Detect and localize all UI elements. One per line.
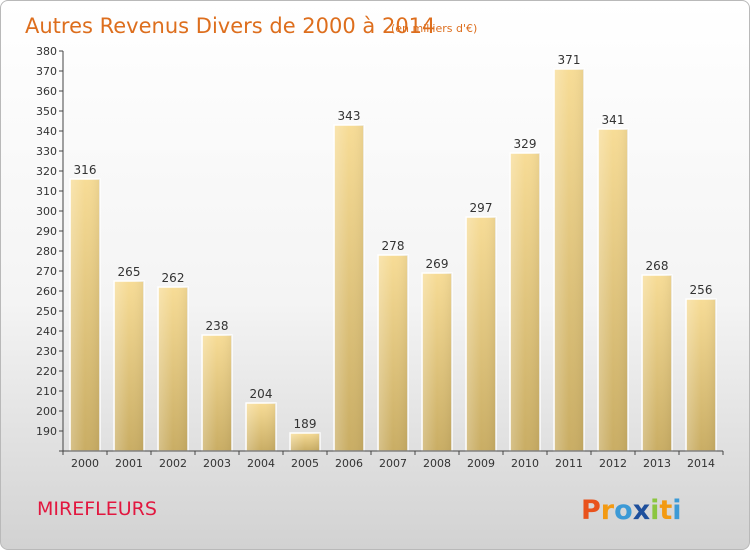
- x-axis: 2000 2001 2002 2003 2004 2005 2006 2007 2008 2009…: [62, 450, 724, 470]
- x-tick-label: 2014: [687, 457, 715, 470]
- bar-shade-2005: [290, 433, 320, 451]
- chart-title: Autres Revenus Divers de 2000 à 2014: [25, 14, 435, 38]
- y-tick-label: 350: [36, 105, 57, 118]
- x-tick-label: 2002: [159, 457, 187, 470]
- x-tick-label: 2004: [247, 457, 275, 470]
- x-tick-label: 2001: [115, 457, 143, 470]
- value-label: 297: [470, 201, 493, 215]
- y-tick-label: 240: [36, 325, 57, 338]
- x-tick-label: 2012: [599, 457, 627, 470]
- x-tick-label: 2005: [291, 457, 319, 470]
- y-tick-label: 340: [36, 125, 57, 138]
- y-tick-label: 220: [36, 365, 57, 378]
- y-tick-label: 190: [36, 425, 57, 438]
- logo-letter: i: [650, 495, 659, 526]
- bar-shade-2013: [642, 275, 672, 451]
- logo-letter: o: [614, 495, 633, 526]
- y-tick-label: 230: [36, 345, 57, 358]
- x-tick-label: 2011: [555, 457, 583, 470]
- value-label: 268: [646, 259, 669, 273]
- y-tick-label: 270: [36, 265, 57, 278]
- commune-name: MIREFLEURS: [37, 498, 157, 520]
- x-tick-label: 2003: [203, 457, 231, 470]
- bar-shade-2012: [598, 129, 628, 451]
- value-label: 343: [338, 109, 361, 123]
- y-tick-label: 310: [36, 185, 57, 198]
- bar-shade-2010: [510, 153, 540, 451]
- y-tick-label: 300: [36, 205, 57, 218]
- value-label: 256: [690, 283, 713, 297]
- value-label: 204: [250, 387, 273, 401]
- y-axis: 190 200 210 220 230 240 250 260 270 280 290 300 310 3…: [36, 45, 64, 452]
- bar-shade-2014: [686, 299, 716, 451]
- value-label: 329: [514, 137, 537, 151]
- x-tick-label: 2009: [467, 457, 495, 470]
- value-label: 371: [558, 53, 581, 67]
- x-tick-label: 2010: [511, 457, 539, 470]
- bar-shade-2006: [334, 125, 364, 451]
- x-tick-label: 2007: [379, 457, 407, 470]
- proxiti-logo: Proxiti: [581, 495, 682, 526]
- value-label: 316: [74, 163, 97, 177]
- y-tick-label: 200: [36, 405, 57, 418]
- logo-letter: r: [601, 495, 615, 526]
- x-tick-label: 2006: [335, 457, 363, 470]
- bar-shade-2008: [422, 273, 452, 451]
- y-tick-label: 370: [36, 65, 57, 78]
- value-label: 262: [162, 271, 185, 285]
- x-tick-label: 2000: [71, 457, 99, 470]
- logo-letter: t: [659, 495, 672, 526]
- y-tick-label: 320: [36, 165, 57, 178]
- bar-shade-2004: [246, 403, 276, 451]
- y-tick-label: 280: [36, 245, 57, 258]
- y-tick-label: 330: [36, 145, 57, 158]
- value-label: 278: [382, 239, 405, 253]
- x-tick-label: 2008: [423, 457, 451, 470]
- bar-shade-2002: [158, 287, 188, 451]
- value-label: 189: [294, 417, 317, 431]
- value-label: 265: [118, 265, 141, 279]
- chart-subtitle: (en milliers d'€): [391, 22, 477, 35]
- bar-shade-2000: [70, 179, 100, 451]
- y-tick-label: 380: [36, 45, 57, 58]
- y-tick-label: 290: [36, 225, 57, 238]
- y-tick-label: 210: [36, 385, 57, 398]
- value-label: 269: [426, 257, 449, 271]
- y-tick-label: 360: [36, 85, 57, 98]
- x-tick-label: 2013: [643, 457, 671, 470]
- y-tick-label: 260: [36, 285, 57, 298]
- bar-shade-2007: [378, 255, 408, 451]
- logo-letter: i: [672, 495, 681, 526]
- bar-shade-2001: [114, 281, 144, 451]
- value-label: 341: [602, 113, 625, 127]
- bar-shade-2003: [202, 335, 232, 451]
- logo-letter: x: [633, 495, 650, 526]
- logo-letter: P: [581, 495, 601, 526]
- value-label: 238: [206, 319, 229, 333]
- bar-shade-2009: [466, 217, 496, 451]
- y-tick-label: 250: [36, 305, 57, 318]
- bar-shade-2011: [554, 69, 584, 451]
- bars: 316 265 262 238 204 189 343 278 269 297 329 371 341 2…: [69, 53, 717, 452]
